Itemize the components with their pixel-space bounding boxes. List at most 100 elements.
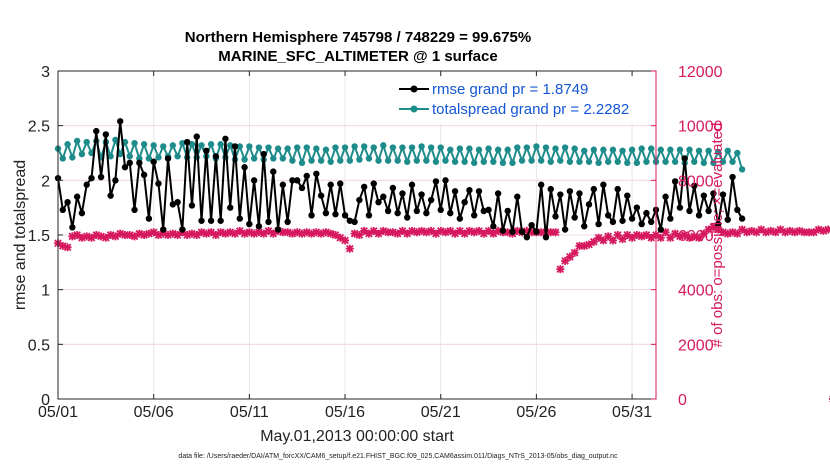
rmse-series-point [614, 185, 621, 193]
rmse-series-point [337, 180, 344, 187]
totalspread-series-point [461, 158, 468, 165]
totalspread-series-point [480, 158, 487, 165]
rmse-series-point [169, 201, 177, 208]
rmse-series-point [399, 190, 406, 197]
totalspread-series-point [59, 155, 66, 162]
rmse-series-point [585, 201, 593, 208]
rmse-series-point [509, 228, 516, 235]
rmse-series-point [97, 173, 105, 181]
totalspread-series-point [552, 145, 559, 152]
y-right-tick-label: 6000 [678, 228, 714, 245]
legend-marker-totalspread [410, 105, 418, 113]
totalspread-series-point [284, 145, 291, 152]
totalspread-series-point [528, 157, 535, 164]
totalspread-series-point [150, 142, 157, 149]
rmse-series-point [313, 170, 320, 177]
rmse-series-point [576, 190, 583, 197]
rmse-series-point [83, 181, 90, 188]
rmse-series-point [356, 196, 363, 204]
rmse-series-point [466, 186, 473, 194]
totalspread-series-point [332, 144, 339, 151]
rmse-series-point [729, 173, 736, 181]
rmse-series-point [681, 155, 688, 162]
rmse-series-point [102, 131, 110, 138]
totalspread-series-point [499, 159, 507, 167]
chart-subtitle: MARINE_SFC_ALTIMETER @ 1 surface [218, 48, 497, 65]
rmse-series-point [188, 202, 196, 209]
y-axis-label-right: # of obs: o=possible; ×=evaluated [709, 123, 726, 348]
rmse-series-point [485, 206, 492, 214]
rmse-series-point [518, 228, 526, 235]
chart-title: Northern Hemisphere 745798 / 748229 = 99… [185, 29, 531, 46]
rmse-series-point [494, 190, 502, 197]
rmse-series-point [380, 193, 387, 200]
totalspread-series-point [375, 157, 382, 164]
totalspread-series-point [676, 146, 684, 153]
totalspread-series-point [734, 149, 741, 157]
rmse-series-point [609, 218, 617, 226]
totalspread-series-point [657, 146, 664, 153]
totalspread-series-point [523, 144, 531, 151]
totalspread-series-point [246, 143, 253, 150]
totalspread-series-point [207, 141, 215, 148]
totalspread-series-point [547, 158, 554, 165]
y-right-tick-label: 0 [678, 392, 687, 409]
totalspread-series-point [64, 141, 71, 148]
rmse-series-point [365, 212, 373, 219]
obs-evaluated-point [824, 225, 830, 234]
y-tick-label: 2.5 [28, 119, 50, 136]
totalspread-series-point [628, 146, 636, 153]
rmse-series-point [533, 228, 540, 235]
rmse-series-point [322, 209, 330, 217]
rmse-series-point [671, 178, 679, 185]
totalspread-series-point [69, 154, 76, 161]
rmse-series-point [198, 217, 205, 224]
totalspread-series-point [408, 144, 416, 151]
rmse-series-point [442, 177, 449, 184]
totalspread-series-point [494, 146, 502, 153]
rmse-series-point [227, 204, 234, 211]
totalspread-series-point [600, 146, 607, 153]
rmse-series-point [121, 164, 129, 171]
totalspread-series-point [423, 157, 430, 164]
rmse-series-point [107, 192, 114, 199]
y-tick-label: 1.5 [28, 228, 50, 245]
rmse-series-point [150, 158, 157, 165]
totalspread-series-point [700, 159, 708, 167]
rmse-series-point [490, 223, 497, 230]
rmse-series-point [456, 215, 464, 222]
rmse-series-point [360, 183, 368, 191]
totalspread-series-point [504, 146, 511, 153]
rmse-series-point [126, 159, 133, 167]
totalspread-series-point [140, 141, 148, 148]
rmse-series-point [710, 190, 717, 197]
rmse-series-point [662, 193, 669, 200]
totalspread-series-point [380, 142, 387, 149]
rmse-series-point [207, 217, 215, 224]
totalspread-series-point [662, 158, 669, 165]
totalspread-series-point [724, 147, 731, 155]
legend-box [396, 78, 652, 123]
rmse-series-point [557, 191, 564, 198]
totalspread-series-point [576, 158, 583, 165]
totalspread-series-point [404, 158, 411, 165]
rmse-series-point [628, 215, 636, 222]
totalspread-series-point [614, 158, 621, 165]
rmse-series-point [418, 191, 425, 198]
x-tick-label: 05/01 [38, 404, 78, 421]
rmse-series-point [250, 177, 258, 184]
totalspread-series-point [585, 158, 593, 165]
legend: rmse grand pr = 1.8749 totalspread grand… [396, 78, 652, 123]
rmse-series-point [174, 199, 181, 206]
totalspread-series-point [671, 158, 679, 165]
rmse-series-point [638, 220, 645, 228]
data-file-footer: data file: /Users/raeder/DAI/ATM_forcXX/… [178, 453, 618, 460]
rmse-series-point [131, 206, 138, 214]
totalspread-series-point [370, 144, 377, 151]
totalspread-series-point [346, 157, 354, 164]
rmse-series-point [270, 168, 277, 175]
x-tick-label: 05/31 [612, 404, 652, 421]
rmse-series-point [571, 214, 578, 221]
totalspread-series-point [667, 146, 674, 153]
